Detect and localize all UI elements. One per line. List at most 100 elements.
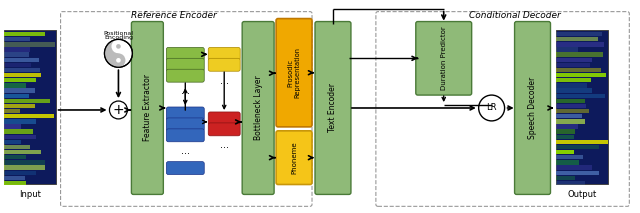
Bar (4, 78, 36, 82)
Bar (557, 181, 585, 185)
FancyBboxPatch shape (166, 129, 204, 142)
Bar (4, 130, 33, 134)
Text: ...: ... (220, 140, 228, 150)
Bar (4, 176, 25, 180)
Bar (557, 47, 578, 52)
Bar (4, 94, 29, 98)
Bar (4, 63, 31, 67)
Bar (557, 150, 574, 154)
FancyBboxPatch shape (166, 69, 204, 82)
Text: Bottleneck Layer: Bottleneck Layer (253, 76, 262, 140)
Circle shape (111, 39, 125, 53)
Bar (4, 150, 42, 154)
Text: Positional: Positional (104, 31, 133, 36)
Bar (557, 73, 607, 77)
FancyBboxPatch shape (242, 22, 274, 194)
Bar (557, 83, 588, 88)
Bar (557, 140, 607, 144)
Text: Feature Extractor: Feature Extractor (143, 75, 152, 141)
Bar (4, 32, 45, 36)
FancyBboxPatch shape (131, 22, 163, 194)
Circle shape (109, 101, 127, 119)
Bar (557, 165, 592, 170)
FancyBboxPatch shape (208, 47, 240, 60)
Bar (4, 104, 35, 108)
Bar (4, 88, 35, 93)
Text: Prosodic
Representation: Prosodic Representation (287, 47, 301, 98)
Text: Encoding: Encoding (104, 35, 133, 40)
Bar (557, 42, 604, 46)
FancyBboxPatch shape (166, 107, 204, 120)
Circle shape (479, 95, 504, 121)
FancyBboxPatch shape (61, 12, 312, 206)
FancyBboxPatch shape (166, 47, 204, 60)
Bar (4, 83, 26, 88)
Bar (557, 68, 601, 72)
FancyBboxPatch shape (166, 118, 204, 131)
Text: Output: Output (568, 190, 597, 199)
Text: Conditional Decoder: Conditional Decoder (469, 11, 561, 20)
Bar (557, 145, 599, 149)
Text: Reference Encoder: Reference Encoder (131, 11, 217, 20)
Bar (4, 145, 30, 149)
Circle shape (111, 53, 125, 67)
FancyBboxPatch shape (166, 162, 204, 174)
Text: LR: LR (486, 104, 497, 112)
Bar (557, 170, 600, 175)
Bar (4, 124, 21, 129)
Bar (4, 114, 54, 118)
Bar (4, 181, 26, 185)
Bar (557, 32, 602, 36)
Text: Input: Input (19, 190, 40, 199)
Bar (557, 135, 575, 139)
Bar (557, 37, 598, 41)
FancyBboxPatch shape (208, 58, 240, 71)
Text: ...: ... (180, 86, 190, 96)
Bar (557, 63, 591, 67)
Bar (557, 88, 592, 93)
FancyBboxPatch shape (376, 12, 629, 206)
FancyBboxPatch shape (276, 19, 312, 127)
Bar (4, 37, 30, 41)
Bar (557, 176, 575, 180)
Text: ...: ... (180, 146, 190, 156)
Bar (4, 165, 45, 170)
Bar (557, 104, 586, 108)
Bar (4, 160, 45, 165)
FancyBboxPatch shape (515, 22, 550, 194)
Bar (4, 47, 30, 52)
Text: Duration Predictor: Duration Predictor (441, 26, 447, 90)
Bar (557, 99, 585, 103)
FancyBboxPatch shape (166, 58, 204, 71)
Bar (4, 170, 36, 175)
Bar (4, 73, 41, 77)
Bar (4, 68, 40, 72)
Text: ...: ... (220, 76, 228, 86)
Circle shape (116, 44, 121, 49)
Bar (4, 109, 20, 113)
Bar (557, 114, 582, 118)
FancyBboxPatch shape (208, 123, 240, 136)
Text: Text Encoder: Text Encoder (328, 83, 337, 132)
Bar (557, 52, 603, 57)
Circle shape (104, 39, 132, 67)
FancyBboxPatch shape (557, 30, 609, 184)
FancyBboxPatch shape (276, 131, 312, 184)
Bar (557, 160, 579, 165)
Bar (557, 119, 584, 124)
FancyBboxPatch shape (208, 112, 240, 125)
Text: +: + (113, 103, 124, 117)
Bar (4, 155, 26, 160)
Text: Speech Decoder: Speech Decoder (528, 77, 537, 139)
Bar (4, 119, 36, 124)
Bar (4, 140, 21, 144)
Bar (557, 155, 583, 160)
Bar (557, 130, 575, 134)
Bar (557, 94, 605, 98)
Bar (4, 135, 36, 139)
Bar (4, 58, 39, 62)
FancyBboxPatch shape (315, 22, 351, 194)
Bar (557, 109, 589, 113)
Bar (557, 58, 592, 62)
Bar (557, 78, 591, 82)
